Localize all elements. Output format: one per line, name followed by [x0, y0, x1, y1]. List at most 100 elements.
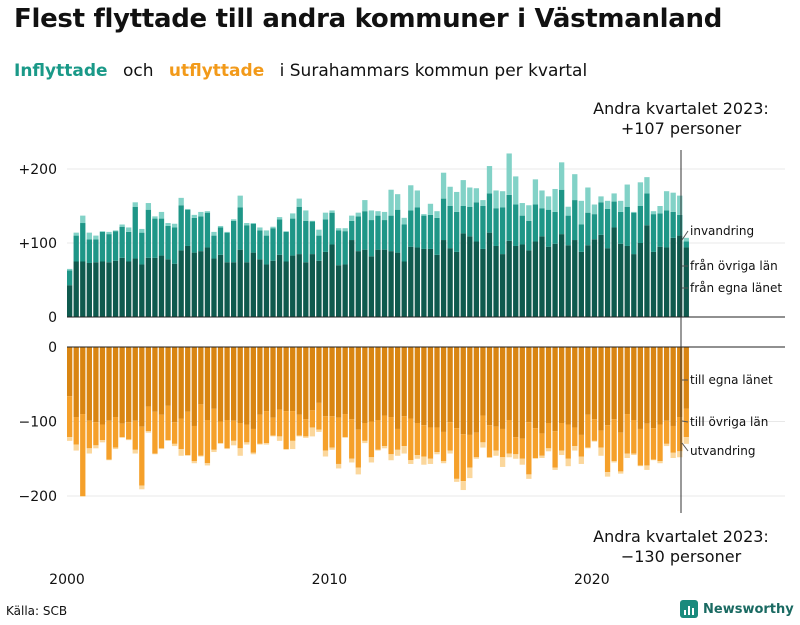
bar-in-1	[611, 201, 617, 228]
bar-out-0	[454, 347, 460, 429]
bar-out-1	[355, 429, 361, 468]
bar-out-1	[86, 420, 92, 449]
bar-in-0	[480, 248, 486, 317]
y-tick-label: +200	[19, 162, 57, 178]
bar-in-0	[552, 243, 558, 317]
bar-in-2	[126, 227, 132, 232]
bar-out-0	[86, 347, 92, 421]
bar-in-0	[624, 245, 630, 317]
bar-out-2	[401, 446, 407, 454]
bar-in-2	[677, 195, 683, 215]
label-leader	[681, 230, 689, 241]
bar-in-0	[263, 264, 270, 317]
bar-in-2	[454, 191, 460, 212]
x-tick-label: 2020	[574, 572, 610, 588]
bar-out-0	[683, 347, 689, 409]
bar-in-2	[329, 210, 335, 213]
brand-logo: Newsworthy	[680, 600, 794, 618]
bar-out-1	[178, 418, 184, 450]
bar-out-0	[171, 347, 178, 423]
bar-in-1	[486, 193, 493, 233]
bar-in-2	[506, 153, 512, 195]
bar-out-1	[316, 402, 322, 430]
bar-in-2	[683, 237, 689, 242]
bar-out-1	[637, 428, 644, 466]
bar-in-1	[480, 206, 486, 249]
bar-out-0	[342, 347, 348, 415]
bar-out-1	[559, 422, 565, 451]
bar-in-1	[171, 227, 178, 264]
bar-out-1	[80, 414, 86, 496]
bar-out-0	[263, 347, 270, 412]
bar-out-0	[663, 347, 670, 421]
bar-in-1	[290, 218, 296, 256]
bar-in-2	[217, 225, 224, 228]
bar-in-0	[244, 262, 250, 317]
bar-in-2	[342, 228, 348, 232]
bar-out-2	[237, 448, 243, 456]
bar-in-0	[112, 260, 119, 317]
bar-in-0	[578, 251, 584, 317]
bar-out-0	[296, 347, 302, 415]
bar-in-2	[152, 216, 158, 219]
bar-in-2	[565, 206, 571, 216]
bar-out-0	[322, 347, 329, 417]
bar-out-1	[375, 420, 381, 450]
bar-out-2	[67, 437, 73, 441]
bar-out-2	[276, 436, 283, 441]
bar-in-1	[355, 216, 361, 252]
bar-in-0	[309, 254, 316, 317]
bar-in-1	[263, 235, 270, 265]
chart-subtitle: Inflyttade och utflyttade i Surahammars …	[14, 61, 597, 81]
bar-in-2	[185, 208, 191, 210]
bar-in-0	[191, 252, 197, 317]
bar-out-1	[171, 422, 178, 444]
bar-out-0	[276, 347, 283, 410]
bar-in-0	[486, 232, 493, 317]
bar-in-0	[355, 251, 361, 317]
bar-in-2	[447, 186, 453, 206]
bar-out-0	[545, 347, 552, 423]
bar-out-2	[545, 448, 552, 452]
bar-in-1	[67, 270, 73, 286]
bar-out-0	[578, 347, 584, 435]
bar-out-0	[185, 347, 191, 412]
bar-in-2	[598, 196, 604, 203]
bar-in-1	[493, 208, 499, 246]
bar-out-1	[427, 427, 434, 459]
bar-out-0	[67, 347, 73, 397]
bar-out-2	[93, 445, 99, 449]
bar-out-0	[158, 347, 165, 415]
bar-in-2	[657, 206, 663, 214]
bar-in-0	[519, 244, 525, 317]
bar-out-1	[224, 420, 230, 449]
bar-in-0	[250, 252, 256, 317]
bar-out-0	[335, 347, 342, 418]
bar-in-1	[414, 207, 420, 248]
bar-in-2	[526, 205, 532, 221]
bar-in-0	[204, 247, 211, 317]
bar-in-0	[270, 260, 276, 317]
bar-in-1	[316, 235, 322, 261]
bar-in-1	[93, 239, 99, 263]
bar-in-2	[519, 203, 525, 216]
bar-in-2	[624, 184, 630, 207]
bar-out-2	[375, 449, 381, 451]
bar-in-0	[224, 262, 230, 317]
bar-out-0	[650, 347, 657, 429]
bar-in-1	[467, 206, 473, 237]
bar-in-1	[604, 208, 611, 249]
bar-out-0	[388, 347, 394, 418]
bar-out-0	[198, 347, 204, 405]
bar-out-2	[257, 443, 263, 445]
bar-out-0	[119, 347, 125, 424]
bar-in-2	[499, 191, 506, 208]
bar-in-0	[539, 236, 545, 317]
bar-chart-icon	[680, 600, 698, 618]
bar-out-2	[657, 460, 663, 464]
bar-out-1	[414, 422, 420, 456]
x-tick-label: 2010	[312, 572, 348, 588]
bar-out-1	[408, 418, 414, 461]
bar-in-0	[427, 248, 434, 317]
bar-in-0	[342, 264, 348, 317]
